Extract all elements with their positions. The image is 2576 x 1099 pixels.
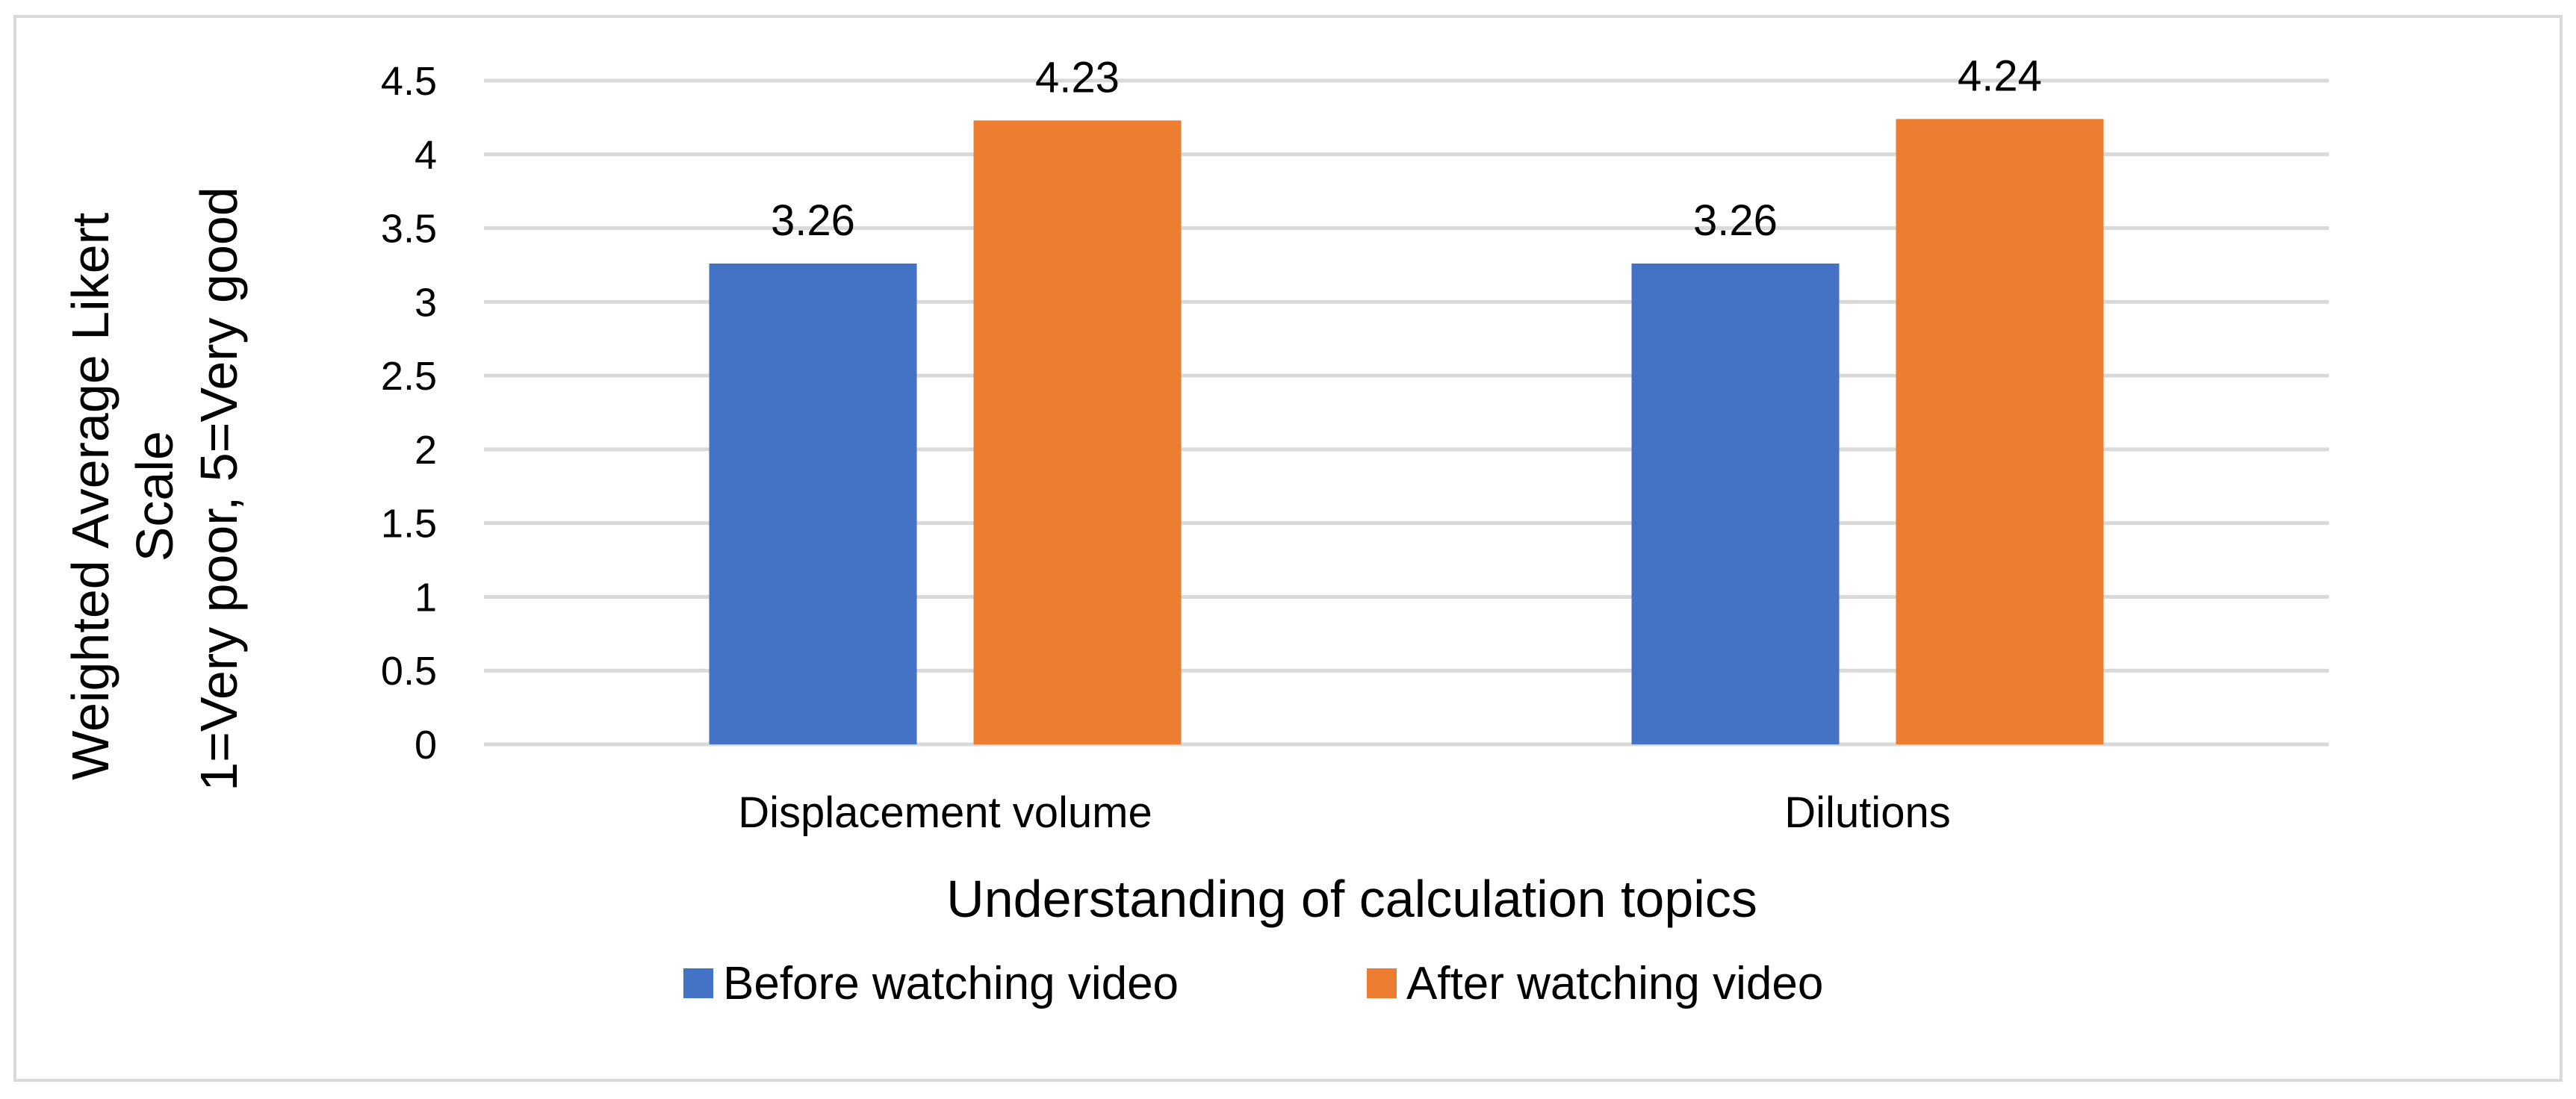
legend-swatch-before (683, 968, 713, 998)
legend-label-after: After watching video (1406, 958, 1823, 1009)
legend: Before watching video After watching vid… (683, 958, 1823, 1009)
chart-border (13, 15, 2563, 1082)
y-tick-label: 0.5 (381, 649, 437, 694)
x-axis-title: Understanding of calculation topics (946, 870, 1757, 928)
y-tick-label: 2 (415, 428, 437, 473)
bar (973, 120, 1182, 745)
category-labels: Displacement volume Dilutions (738, 788, 1950, 837)
category-label: Dilutions (1784, 788, 1950, 837)
y-tick-label: 1 (415, 575, 437, 620)
y-axis-title-line-2: Scale (125, 431, 184, 561)
y-tick-label: 2.5 (381, 354, 437, 399)
data-label: 3.26 (771, 196, 855, 245)
y-axis-title-line-1: Weighted Average Likert (61, 213, 120, 780)
y-axis-title: Weighted Average Likert Scale 1=Very poo… (61, 187, 248, 791)
data-label: 4.23 (1035, 53, 1120, 102)
bars (709, 119, 2104, 745)
data-label: 4.24 (1958, 52, 2042, 100)
bar (1631, 263, 1840, 745)
y-tick-labels: 0 0.5 1 1.5 2 2.5 3 3.5 4 4.5 (381, 59, 437, 768)
category-label: Displacement volume (738, 788, 1152, 837)
legend-swatch-after (1367, 968, 1397, 998)
y-tick-label: 0 (415, 723, 437, 768)
bar (1896, 119, 2104, 744)
data-labels: 3.26 4.23 3.26 4.24 (771, 52, 2042, 245)
y-axis-title-line-3: 1=Very poor, 5=Very good (190, 187, 248, 791)
legend-label-before: Before watching video (723, 958, 1179, 1009)
bar (709, 263, 917, 745)
y-tick-label: 4.5 (381, 59, 437, 104)
y-tick-label: 4 (415, 133, 437, 178)
y-tick-label: 3 (415, 280, 437, 325)
data-label: 3.26 (1693, 196, 1778, 245)
y-tick-label: 1.5 (381, 502, 437, 547)
y-tick-label: 3.5 (381, 207, 437, 252)
